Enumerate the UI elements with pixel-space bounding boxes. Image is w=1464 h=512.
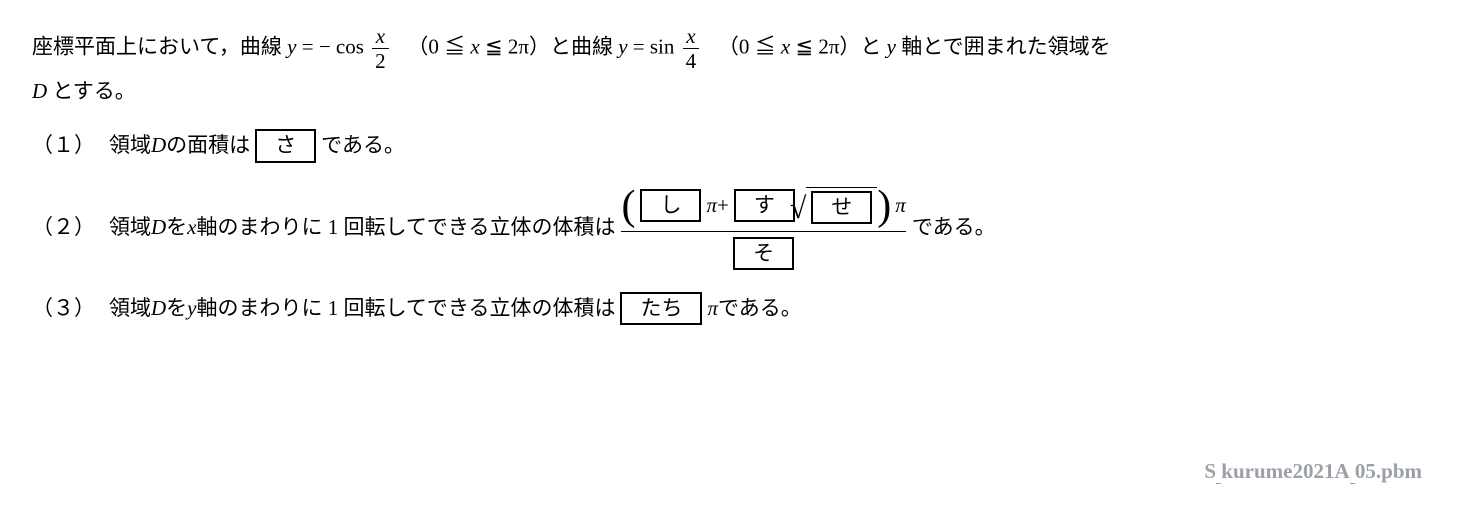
right-paren-icon: ) (877, 185, 891, 227)
intro-pre: 座標平面上において，曲線 (32, 34, 287, 58)
volume-fraction: ( し π + す √ せ ) π そ (621, 185, 905, 270)
frac2-num: x (683, 24, 698, 48)
range2-var: x (781, 34, 790, 58)
q3-tail: である。 (718, 292, 802, 326)
q2-mid1: を (166, 211, 187, 245)
volume-numerator: ( し π + す √ せ ) π (621, 185, 905, 231)
answer-box-su: す (734, 189, 795, 222)
region-D: D (32, 79, 47, 103)
intro-line1: 座標平面上において，曲線 y = − cos x 2 （0 ≦ x ≦ 2π）と… (32, 24, 1432, 73)
q2-mid2: 軸のまわりに 1 回転してできる立体の体積は (197, 211, 616, 245)
volume-denominator: そ (621, 231, 905, 270)
answer-box-shi: し (640, 189, 701, 222)
q2-tail: である。 (912, 211, 996, 245)
footer-mid: kurume2021A (1221, 459, 1349, 483)
q3-y: y (187, 292, 196, 326)
eq-sym-2: = (633, 34, 650, 58)
q3-mid2: 軸のまわりに 1 回転してできる立体の体積は (197, 292, 616, 326)
q1-number: （１） (32, 129, 95, 163)
fraction-x-over-4: x 4 (683, 24, 700, 73)
footer-ext: 05.pbm (1355, 459, 1422, 483)
q2-x: x (187, 211, 196, 245)
q3-mid1: を (166, 292, 187, 326)
footer-underscore-icon-2 (1350, 459, 1355, 483)
var-y: y (287, 34, 296, 58)
neg-sign: − (319, 34, 336, 58)
frac2-den: 4 (683, 48, 700, 73)
plus-sign: + (717, 189, 729, 223)
frac1-den: 2 (372, 48, 389, 73)
problem-intro: 座標平面上において，曲線 y = − cos x 2 （0 ≦ x ≦ 2π）と… (32, 24, 1432, 111)
q1-D: D (151, 129, 166, 163)
sqrt-body: せ (806, 187, 877, 224)
range1-open: （0 ≦ (397, 34, 471, 58)
answer-box-se: せ (811, 191, 872, 224)
range1-var: x (470, 34, 479, 58)
q2-pre: 領域 (109, 211, 151, 245)
pi-outer: π (895, 189, 906, 223)
question-2: （２） 領域 D を x 軸のまわりに 1 回転してできる立体の体積は ( し … (32, 185, 1432, 270)
range2-open: （0 ≦ (707, 34, 781, 58)
answer-box-sa: さ (255, 129, 316, 162)
y-axis: y (887, 34, 896, 58)
var-y-2: y (618, 34, 627, 58)
q3-pi: π (707, 292, 718, 326)
q2-number: （２） (32, 211, 95, 245)
fraction-x-over-2: x 2 (372, 24, 389, 73)
sqrt-expression: √ せ (800, 187, 877, 224)
sqrt-icon: √ (790, 194, 806, 224)
q2-D: D (151, 211, 166, 245)
q1-pre: 領域 (109, 129, 151, 163)
range1-close: ≦ 2π）と曲線 (485, 34, 618, 58)
sin-fn: sin (650, 34, 680, 58)
left-paren-icon: ( (621, 185, 635, 227)
source-filename: S kurume2021A 05.pbm (1204, 459, 1422, 484)
intro-line2-tail: とする。 (52, 79, 135, 103)
question-1: （１） 領域 D の面積は さ である。 (32, 129, 1432, 163)
cos-fn: cos (336, 34, 369, 58)
q3-number: （３） (32, 292, 95, 326)
range2-close: ≦ 2π）と (795, 34, 886, 58)
footer-s: S (1204, 459, 1216, 483)
pi-1: π (706, 189, 717, 223)
q1-mid: の面積は (166, 129, 250, 163)
eq-sym: = (302, 34, 319, 58)
question-3: （３） 領域 D を y 軸のまわりに 1 回転してできる立体の体積は たち π… (32, 292, 1432, 326)
intro-line2: D とする。 (32, 73, 1432, 111)
q3-D: D (151, 292, 166, 326)
q3-pre: 領域 (109, 292, 151, 326)
intro-tail: 軸とで囲まれた領域を (901, 34, 1110, 58)
frac1-num: x (373, 24, 388, 48)
footer-underscore-icon (1216, 459, 1221, 483)
answer-box-so: そ (733, 237, 794, 270)
q1-tail: である。 (321, 129, 405, 163)
answer-box-tachi: たち (620, 292, 702, 325)
